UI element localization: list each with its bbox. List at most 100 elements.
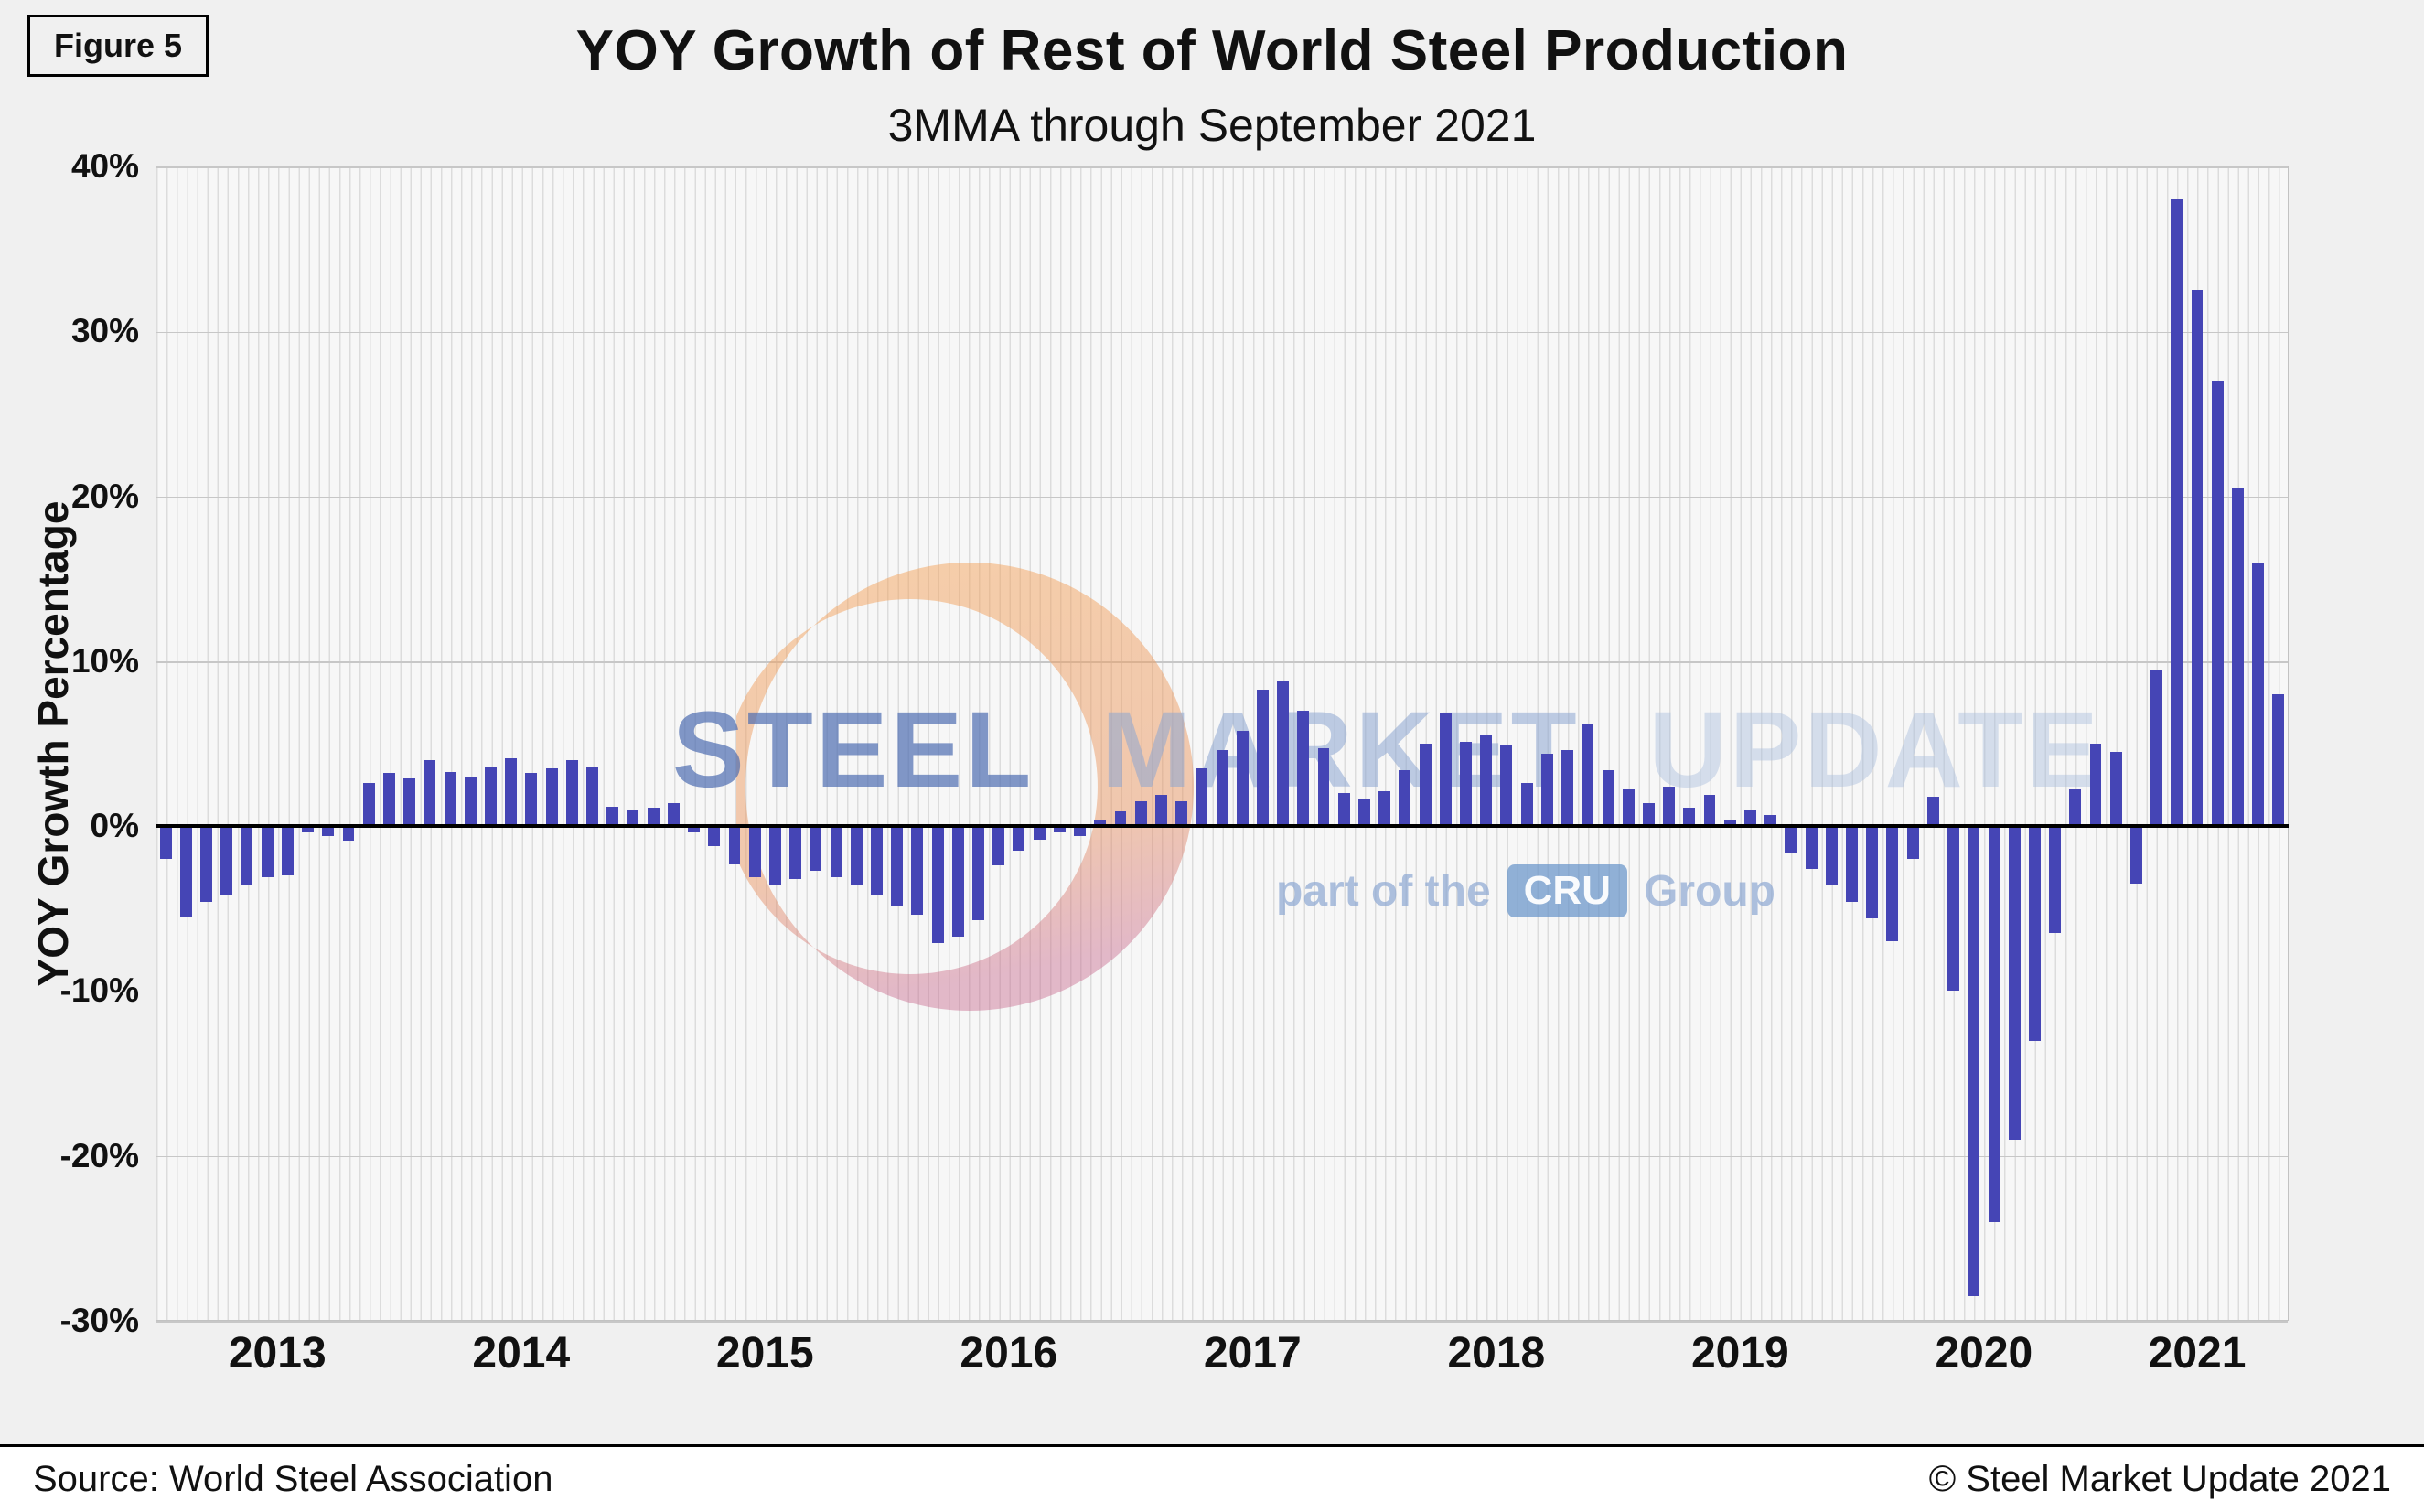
- bar-monthly-yoy-growth: [1480, 735, 1493, 827]
- bar-monthly-yoy-growth: [1277, 681, 1290, 827]
- x-tick-label-year: 2020: [1935, 1329, 2033, 1378]
- bar-monthly-yoy-growth: [1805, 826, 1818, 869]
- y-tick-label: 0%: [90, 807, 139, 845]
- bar-monthly-yoy-growth: [1886, 826, 1899, 942]
- bar-monthly-yoy-growth: [179, 826, 192, 917]
- bar-monthly-yoy-growth: [261, 826, 274, 878]
- bar-monthly-yoy-growth: [1764, 814, 1777, 827]
- bar-monthly-yoy-growth: [424, 760, 436, 827]
- bar-monthly-yoy-growth: [464, 777, 477, 827]
- bar-monthly-yoy-growth: [1642, 802, 1655, 827]
- bar-monthly-yoy-growth: [951, 826, 964, 937]
- x-tick-label-year: 2018: [1447, 1329, 1546, 1378]
- bar-monthly-yoy-growth: [1988, 826, 2000, 1222]
- figure-number-label: Figure 5: [27, 15, 209, 77]
- bar-monthly-yoy-growth: [1683, 808, 1696, 827]
- bar-monthly-yoy-growth: [1460, 742, 1472, 827]
- bar-monthly-yoy-growth: [606, 806, 619, 827]
- bar-monthly-yoy-growth: [302, 826, 314, 833]
- x-tick-label-year: 2014: [472, 1329, 571, 1378]
- bar-monthly-yoy-growth: [1297, 710, 1310, 827]
- bar-monthly-yoy-growth: [2109, 752, 2122, 827]
- bar-monthly-yoy-growth: [647, 808, 660, 827]
- bar-monthly-yoy-growth: [444, 771, 456, 827]
- bar-monthly-yoy-growth: [382, 773, 395, 827]
- bar-monthly-yoy-growth: [1439, 712, 1452, 827]
- plot-area: [156, 166, 2289, 1323]
- y-tick-label: 40%: [70, 147, 139, 185]
- bar-monthly-yoy-growth: [403, 777, 416, 827]
- bar-monthly-yoy-growth: [1582, 724, 1594, 827]
- gridline-horizontal: [156, 496, 2288, 499]
- bar-monthly-yoy-growth: [2049, 826, 2062, 934]
- bar-monthly-yoy-growth: [1520, 783, 1533, 827]
- bar-monthly-yoy-growth: [1968, 826, 1980, 1296]
- x-tick-label-year: 2019: [1690, 1329, 1789, 1378]
- bar-monthly-yoy-growth: [1216, 750, 1228, 827]
- bar-monthly-yoy-growth: [1744, 810, 1756, 827]
- bar-monthly-yoy-growth: [728, 826, 741, 864]
- bars-layer: [156, 166, 2289, 1321]
- gridline-horizontal: [156, 1321, 2288, 1323]
- bar-monthly-yoy-growth: [2089, 744, 2102, 827]
- y-tick-label: 10%: [70, 641, 139, 680]
- bar-monthly-yoy-growth: [1154, 794, 1167, 827]
- bar-monthly-yoy-growth: [708, 826, 721, 846]
- bar-monthly-yoy-growth: [159, 826, 172, 860]
- bar-monthly-yoy-growth: [1926, 796, 1939, 827]
- bar-monthly-yoy-growth: [992, 826, 1005, 866]
- bar-monthly-yoy-growth: [891, 826, 904, 906]
- bar-monthly-yoy-growth: [789, 826, 802, 879]
- bar-monthly-yoy-growth: [1033, 826, 1046, 840]
- bar-monthly-yoy-growth: [627, 810, 639, 827]
- bar-monthly-yoy-growth: [1602, 769, 1614, 827]
- bar-monthly-yoy-growth: [586, 767, 598, 827]
- bar-monthly-yoy-growth: [2252, 562, 2265, 827]
- bar-monthly-yoy-growth: [1561, 750, 1573, 827]
- bar-monthly-yoy-growth: [1256, 689, 1269, 827]
- bar-monthly-yoy-growth: [1358, 799, 1370, 827]
- bar-monthly-yoy-growth: [200, 826, 212, 903]
- bar-monthly-yoy-growth: [1175, 801, 1187, 827]
- gridline-horizontal: [156, 331, 2288, 334]
- bar-monthly-yoy-growth: [1540, 753, 1553, 827]
- source-attribution: Source: World Steel Association: [33, 1459, 553, 1499]
- copyright-notice: © Steel Market Update 2021: [1928, 1459, 2391, 1499]
- bar-monthly-yoy-growth: [1866, 826, 1879, 919]
- bar-monthly-yoy-growth: [1846, 826, 1858, 903]
- bar-monthly-yoy-growth: [1013, 826, 1025, 852]
- bar-monthly-yoy-growth: [241, 826, 253, 886]
- bar-monthly-yoy-growth: [1236, 730, 1249, 827]
- chart-subtitle: 3MMA through September 2021: [887, 100, 1537, 151]
- bar-monthly-yoy-growth: [281, 826, 294, 876]
- y-axis-tick-labels: 40% 30% 20% 10% 0% -10% -20% -30%: [0, 147, 139, 1339]
- bar-monthly-yoy-growth: [667, 802, 680, 827]
- bar-monthly-yoy-growth: [2191, 290, 2204, 827]
- bar-monthly-yoy-growth: [1825, 826, 1838, 886]
- y-tick-label: -10%: [59, 971, 139, 1010]
- bar-monthly-yoy-growth: [768, 826, 781, 886]
- bar-monthly-yoy-growth: [1785, 826, 1797, 853]
- bar-monthly-yoy-growth: [1419, 744, 1432, 827]
- bar-monthly-yoy-growth: [972, 826, 984, 920]
- bar-monthly-yoy-growth: [1723, 819, 1736, 827]
- bar-monthly-yoy-growth: [525, 773, 538, 827]
- bar-monthly-yoy-growth: [1703, 794, 1716, 827]
- bar-monthly-yoy-growth: [1134, 801, 1147, 827]
- gridline-horizontal: [156, 1155, 2288, 1158]
- bar-monthly-yoy-growth: [505, 758, 518, 827]
- bar-monthly-yoy-growth: [1663, 786, 1676, 827]
- bar-monthly-yoy-growth: [485, 767, 497, 827]
- bar-monthly-yoy-growth: [2171, 199, 2183, 827]
- bar-monthly-yoy-growth: [2028, 826, 2041, 1041]
- bar-monthly-yoy-growth: [748, 826, 761, 878]
- x-tick-label-year: 2017: [1203, 1329, 1302, 1378]
- gridline-horizontal: [156, 991, 2288, 993]
- gridline-horizontal: [156, 661, 2288, 663]
- bar-monthly-yoy-growth: [1947, 826, 1959, 992]
- y-tick-label: 30%: [70, 312, 139, 350]
- bar-monthly-yoy-growth: [1378, 791, 1391, 827]
- bar-monthly-yoy-growth: [2129, 826, 2142, 885]
- y-tick-label: 20%: [70, 477, 139, 515]
